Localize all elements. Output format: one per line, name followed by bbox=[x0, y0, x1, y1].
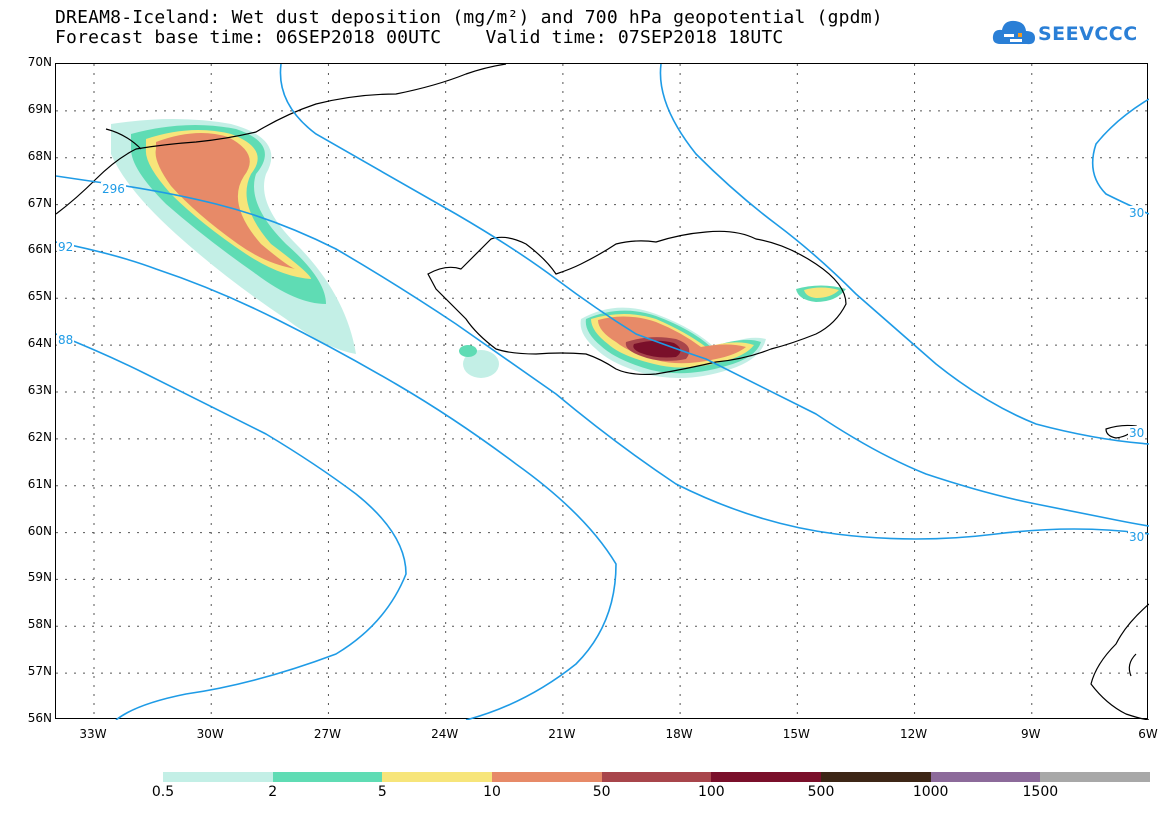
dust-plume-west bbox=[111, 119, 356, 354]
legend-swatch bbox=[382, 772, 493, 782]
lat-tick-label: 70N bbox=[27, 55, 52, 69]
lon-tick-label: 12W bbox=[899, 727, 928, 741]
dust-plume-iceland bbox=[580, 285, 846, 378]
legend-label: 10 bbox=[483, 784, 501, 800]
legend-label: 500 bbox=[807, 784, 835, 800]
color-legend bbox=[163, 772, 1151, 782]
legend-label: 100 bbox=[697, 784, 725, 800]
cloud-logo-icon bbox=[992, 20, 1035, 45]
legend-swatch bbox=[711, 772, 822, 782]
map-title: DREAM8-Iceland: Wet dust deposition (mg/… bbox=[55, 7, 883, 28]
legend-label: 50 bbox=[592, 784, 611, 800]
lat-tick-label: 56N bbox=[27, 711, 52, 725]
graticule bbox=[56, 64, 1149, 720]
lat-tick-label: 61N bbox=[27, 476, 52, 491]
lat-tick-label: 60N bbox=[27, 523, 52, 538]
contour-label: 30 bbox=[1128, 206, 1146, 220]
legend-swatch bbox=[492, 772, 602, 782]
lat-tick-label: 57N bbox=[27, 664, 52, 679]
lon-tick-label: 18W bbox=[665, 727, 693, 741]
legend-swatch bbox=[821, 772, 931, 782]
lon-tick-label: 30W bbox=[196, 727, 224, 741]
geopotential-contours bbox=[56, 64, 1149, 720]
legend-label: 1000 bbox=[912, 784, 949, 800]
coastline bbox=[56, 64, 1149, 720]
legend-swatch bbox=[930, 772, 1041, 782]
lat-tick-label: 64N bbox=[27, 336, 52, 351]
contour-label: 92 bbox=[57, 240, 75, 254]
legend-swatch bbox=[1040, 772, 1151, 782]
lon-tick-label: 6W bbox=[1138, 727, 1158, 741]
dust-plume-small bbox=[459, 345, 499, 378]
lon-tick-label: 24W bbox=[431, 727, 459, 741]
seevccc-logo: SEEVCCC bbox=[990, 14, 1150, 58]
lat-tick-label: 63N bbox=[27, 383, 52, 397]
legend-label: 5 bbox=[377, 784, 387, 800]
contour-label: 88 bbox=[57, 333, 75, 347]
legend-label: 1500 bbox=[1022, 784, 1059, 800]
lat-tick-label: 62N bbox=[27, 429, 52, 444]
contour-label: 30 bbox=[1128, 426, 1146, 440]
legend-swatch bbox=[163, 772, 273, 782]
lat-tick-label: 67N bbox=[27, 195, 52, 210]
logo-text: SEEVCCC bbox=[1038, 23, 1138, 45]
legend-label: 2 bbox=[268, 784, 278, 800]
contour-label: 296 bbox=[101, 182, 126, 196]
lon-tick-label: 27W bbox=[313, 727, 341, 741]
map-subtitle: Forecast base time: 06SEP2018 00UTC Vali… bbox=[55, 27, 784, 48]
lat-tick-label: 58N bbox=[27, 617, 52, 632]
legend-swatch bbox=[601, 772, 712, 782]
map-area: 296 92 88 30 30 30 bbox=[55, 63, 1149, 720]
lon-tick-label: 33W bbox=[79, 727, 107, 741]
lat-tick-label: 66N bbox=[27, 242, 52, 257]
map-canvas bbox=[56, 64, 1149, 720]
lon-tick-label: 15W bbox=[782, 727, 810, 741]
lat-tick-label: 59N bbox=[27, 570, 52, 585]
lon-tick-label: 9W bbox=[1021, 727, 1041, 741]
legend-label: 0.5 bbox=[151, 784, 175, 800]
lat-tick-label: 69N bbox=[27, 101, 52, 116]
lat-tick-label: 65N bbox=[27, 289, 52, 304]
lon-tick-label: 21W bbox=[548, 727, 576, 741]
legend-swatch bbox=[272, 772, 383, 782]
contour-label: 30 bbox=[1128, 530, 1146, 544]
lat-tick-label: 68N bbox=[27, 148, 52, 163]
